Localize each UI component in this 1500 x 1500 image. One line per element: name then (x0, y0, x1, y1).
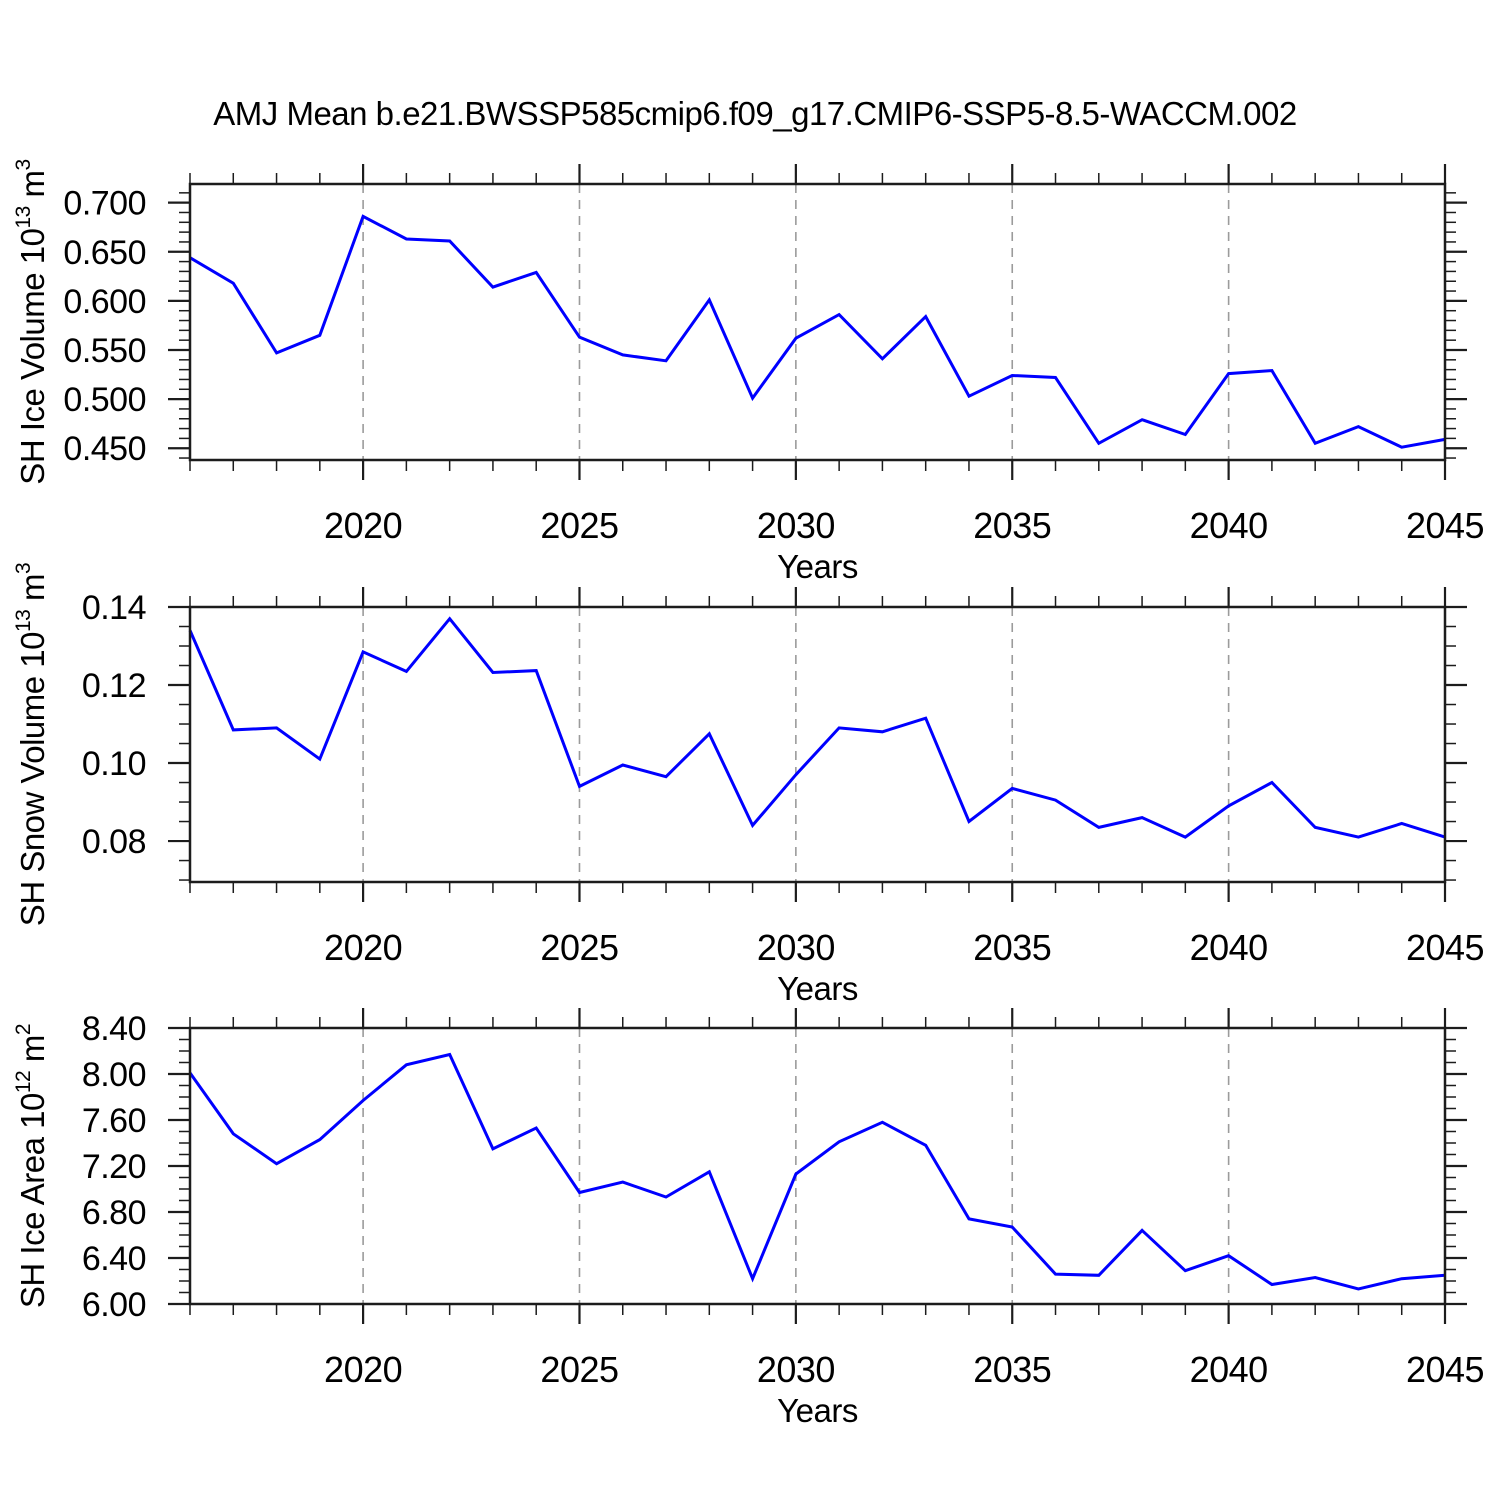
x-axis-title: Years (777, 970, 858, 1007)
x-tick-label: 2030 (757, 1349, 835, 1390)
y-tick-label: 8.00 (82, 1056, 146, 1094)
x-tick-label: 2020 (324, 1349, 402, 1390)
x-tick-label: 2025 (540, 927, 618, 968)
y-tick-label: 0.500 (63, 381, 146, 419)
y-tick-label: 6.40 (82, 1240, 146, 1278)
y-tick-label: 6.80 (82, 1194, 146, 1232)
x-tick-label: 2035 (973, 927, 1051, 968)
x-tick-label: 2045 (1406, 1349, 1484, 1390)
series-sh-ice-area (188, 1052, 1446, 1291)
x-tick-label: 2040 (1190, 505, 1268, 546)
x-tick-label: 2030 (757, 505, 835, 546)
x-tick-label: 2030 (757, 927, 835, 968)
x-tick-label: 2045 (1406, 927, 1484, 968)
y-tick-label: 7.20 (82, 1148, 146, 1186)
x-tick-label: 2045 (1406, 505, 1484, 546)
y-tick-label: 8.40 (82, 1010, 146, 1048)
series-sh-ice-volume (189, 214, 1446, 449)
plot-frame (188, 605, 1447, 884)
figure-title: AMJ Mean b.e21.BWSSP585cmip6.f09_g17.CMI… (213, 95, 1296, 132)
y-tick-label: 0.700 (63, 185, 146, 223)
x-tick-label: 2025 (540, 505, 618, 546)
x-tick-label: 2035 (973, 1349, 1051, 1390)
y-tick-label: 0.550 (63, 332, 146, 370)
x-axis-title: Years (777, 1392, 858, 1429)
x-tick-label: 2020 (324, 505, 402, 546)
y-tick-label: 0.10 (82, 745, 146, 783)
y-axis-title-sh-snow-volume: SH Snow Volume 1013 m3 (12, 563, 51, 926)
y-tick-label: 0.450 (63, 430, 146, 468)
x-tick-label: 2040 (1190, 1349, 1268, 1390)
y-tick-label: 7.60 (82, 1102, 146, 1140)
x-tick-label: 2020 (324, 927, 402, 968)
y-tick-label: 0.08 (82, 823, 146, 861)
y-tick-label: 0.650 (63, 234, 146, 272)
y-tick-label: 0.12 (82, 667, 146, 705)
panel-sh-snow-volume: 0.08 0.10 0.12 0.14 2020 2025 2030 2035 2040 2045… (12, 563, 1485, 1007)
x-axis-title: Years (777, 548, 858, 585)
x-tick-label: 2025 (540, 1349, 618, 1390)
y-tick-label: 0.14 (82, 589, 146, 627)
y-axis-title-sh-ice-area: SH Ice Area 1012 m2 (12, 1024, 51, 1308)
x-tick-label: 2035 (973, 505, 1051, 546)
series-sh-snow-volume (188, 616, 1446, 839)
y-tick-label: 6.00 (82, 1286, 146, 1324)
y-axis-title-sh-ice-volume: SH Ice Volume 1013 m3 (12, 159, 51, 484)
y-tick-label: 0.600 (63, 283, 146, 321)
x-tick-label: 2040 (1190, 927, 1268, 968)
plot-frame (188, 182, 1447, 462)
panels-root: 0.450 0.500 0.550 0.600 0.650 0.700 2020 2025 20… (12, 159, 1485, 1429)
panel-sh-ice-volume: 0.450 0.500 0.550 0.600 0.650 0.700 2020 2025 20… (12, 159, 1485, 585)
panel-sh-ice-area: 6.00 6.40 6.80 7.20 7.60 8.00 8.40 2020 2025 2030… (12, 1008, 1485, 1429)
